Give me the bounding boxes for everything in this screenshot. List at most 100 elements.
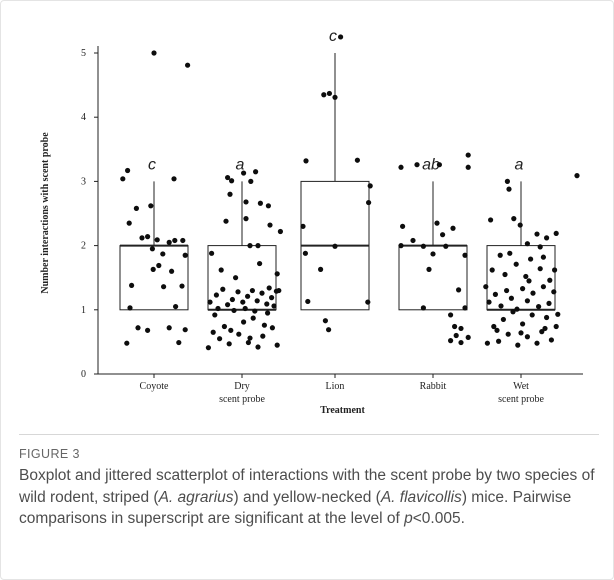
- data-point: [489, 267, 495, 273]
- data-point: [506, 186, 512, 192]
- data-point: [223, 218, 229, 224]
- data-point: [326, 327, 332, 333]
- data-point: [229, 178, 235, 184]
- y-tick-label: 3: [81, 176, 86, 187]
- data-point: [498, 303, 504, 309]
- caption-text: Boxplot and jittered scatterplot of inte…: [19, 465, 599, 530]
- data-point: [434, 220, 440, 226]
- data-point: [220, 286, 226, 292]
- data-point: [166, 239, 172, 245]
- data-point: [254, 298, 260, 304]
- data-point: [410, 237, 416, 244]
- data-point: [465, 334, 471, 341]
- data-point: [507, 250, 513, 256]
- data-point: [488, 217, 494, 223]
- y-tick-label: 5: [81, 48, 86, 59]
- data-point: [555, 311, 561, 317]
- data-point: [226, 341, 232, 347]
- data-point: [552, 267, 558, 273]
- figure-label: FIGURE 3: [19, 447, 80, 461]
- data-point: [326, 90, 332, 97]
- data-point: [338, 34, 344, 40]
- data-point: [537, 244, 543, 250]
- significance-letter: a: [236, 156, 245, 173]
- data-point: [151, 50, 157, 56]
- data-point: [534, 340, 540, 346]
- data-point: [269, 325, 275, 331]
- data-point: [492, 291, 498, 297]
- data-point: [148, 203, 154, 209]
- data-point: [462, 252, 468, 258]
- data-point: [453, 332, 459, 339]
- data-point: [255, 243, 261, 249]
- x-axis-title: Treatment: [320, 405, 365, 416]
- data-point: [517, 222, 523, 228]
- data-point: [255, 344, 261, 350]
- data-point: [551, 289, 557, 295]
- data-point: [171, 176, 177, 182]
- data-point: [321, 92, 327, 98]
- data-point: [247, 335, 253, 341]
- data-point: [182, 252, 188, 258]
- data-point: [264, 301, 270, 307]
- data-point: [125, 167, 131, 174]
- data-point: [452, 323, 458, 330]
- data-point: [366, 199, 372, 206]
- data-point: [124, 340, 130, 346]
- data-point: [176, 339, 182, 346]
- data-point: [354, 157, 360, 163]
- data-point: [318, 266, 324, 272]
- box-iqr: [119, 245, 189, 311]
- data-point: [520, 286, 526, 292]
- data-point: [483, 284, 489, 290]
- data-point: [210, 329, 216, 335]
- data-point: [303, 158, 309, 164]
- data-point: [448, 338, 454, 344]
- x-tick-label: Dry: [234, 381, 250, 392]
- data-point: [149, 246, 155, 252]
- y-tick-label: 1: [81, 305, 86, 316]
- data-point: [484, 340, 490, 346]
- data-point: [497, 252, 503, 258]
- data-point: [491, 323, 497, 330]
- data-point: [229, 296, 235, 303]
- data-point: [205, 345, 211, 351]
- data-point: [160, 251, 166, 257]
- data-point: [265, 310, 271, 316]
- data-point: [539, 329, 545, 335]
- boxplot-chart: 0 1 2 3 4 5 Number interactions with scent pro…: [40, 28, 583, 416]
- data-point: [247, 243, 253, 249]
- data-point: [154, 237, 160, 243]
- data-point: [139, 235, 145, 241]
- data-point: [212, 312, 218, 318]
- data-point: [553, 323, 559, 330]
- data-point: [225, 174, 231, 181]
- data-point: [440, 232, 446, 238]
- data-point: [207, 299, 213, 305]
- data-point: [252, 308, 258, 314]
- data-point: [156, 262, 162, 269]
- data-point: [553, 230, 559, 237]
- data-point: [513, 261, 519, 267]
- data-point: [530, 290, 536, 296]
- data-point: [322, 318, 328, 324]
- data-point: [502, 271, 508, 278]
- data-point: [218, 267, 224, 273]
- data-point: [365, 299, 371, 305]
- data-point: [332, 243, 338, 249]
- data-point: [259, 290, 265, 296]
- data-point: [524, 334, 531, 340]
- y-tick-label: 4: [81, 112, 86, 123]
- data-point: [520, 321, 526, 327]
- data-point: [129, 282, 135, 289]
- data-point: [277, 228, 283, 235]
- data-point: [269, 295, 275, 301]
- data-point: [185, 62, 191, 68]
- data-point: [505, 331, 511, 337]
- data-point: [544, 235, 550, 241]
- caption-divider: [19, 434, 599, 435]
- data-point: [486, 299, 492, 305]
- data-point: [504, 287, 510, 294]
- data-point: [180, 237, 186, 244]
- data-point: [235, 289, 241, 295]
